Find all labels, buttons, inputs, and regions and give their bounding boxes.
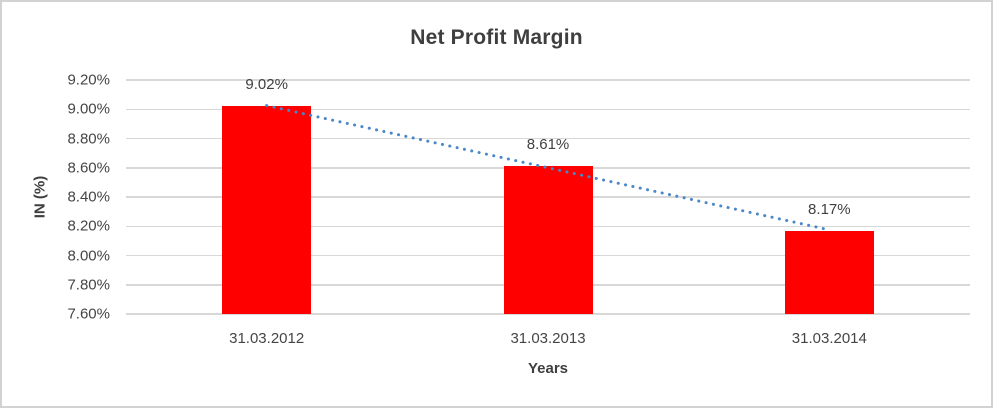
y-tick-label: 8.60% [67,159,110,177]
plot-area [126,79,970,315]
y-tick-label: 9.20% [67,71,110,89]
y-tick-label: 8.80% [67,130,110,147]
data-label: 8.17% [808,200,851,218]
y-tick-label: 8.20% [67,217,110,235]
bar-31.03.2012 [222,106,312,314]
y-tick-label: 7.80% [67,276,110,294]
y-axis-title: IN (%) [31,175,49,219]
y-tick-label: 9.00% [67,100,110,118]
gridline [126,108,970,110]
bar-31.03.2013 [503,166,593,314]
chart-title: Net Profit Margin [410,26,583,49]
trendline [265,104,831,232]
trendline-path [265,104,831,232]
x-tick-label: 31.03.2012 [229,330,305,347]
data-label: 8.61% [526,136,570,154]
y-tick-label: 7.60% [67,305,110,323]
y-tick-label: 8.00% [67,247,110,264]
bar-31.03.2014 [784,230,874,314]
x-tick-label: 31.03.2014 [791,330,867,347]
gridline [126,79,970,81]
data-label: 9.02% [245,76,288,94]
gridline [126,313,970,315]
y-tick-label: 8.40% [67,188,110,206]
x-tick-label: 31.03.2013 [510,330,586,347]
x-axis-title: Years [527,360,569,377]
gridline [126,137,970,140]
